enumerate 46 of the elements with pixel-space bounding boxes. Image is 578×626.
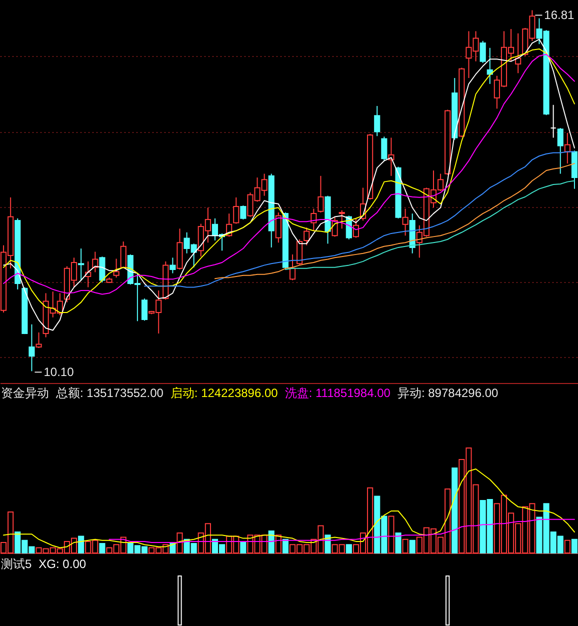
- bar: [402, 538, 408, 554]
- bar: [409, 540, 416, 554]
- candlestick: [92, 251, 98, 273]
- bar: [571, 538, 578, 554]
- candlestick: [402, 208, 408, 236]
- bar: [240, 540, 246, 554]
- text: 异动: 89784296.00: [397, 386, 499, 400]
- candlestick: [78, 248, 84, 281]
- bar: [99, 543, 106, 554]
- bar: [282, 538, 289, 554]
- candlestick: [381, 136, 388, 162]
- text: 洗盘: 111851984.00: [284, 386, 391, 400]
- candlestick: [564, 132, 570, 164]
- bar: [268, 530, 274, 554]
- candlestick: [36, 332, 42, 349]
- text: 总额: 135173552.00: [55, 386, 164, 400]
- candlestick: [275, 212, 282, 244]
- candlestick: [338, 210, 345, 230]
- bar: [452, 467, 458, 554]
- candlestick: [304, 227, 310, 246]
- candlestick: [557, 128, 564, 174]
- candlestick: [113, 258, 120, 278]
- bar: [78, 536, 84, 554]
- candlestick: [374, 105, 380, 137]
- bar: [388, 516, 394, 554]
- annotation: 16.81: [544, 8, 575, 22]
- text: XG: 0.00: [38, 557, 86, 571]
- candlestick: [550, 104, 556, 138]
- candlestick: [99, 256, 106, 283]
- text: 启动: 124223896.00: [170, 386, 278, 400]
- candlestick: [233, 196, 240, 224]
- candlestick: [318, 175, 324, 213]
- chart-title: 资金异动: [1, 386, 49, 400]
- candlestick: [515, 32, 522, 74]
- candlestick: [28, 324, 35, 372]
- bar: [564, 540, 570, 554]
- candlestick: [480, 40, 486, 64]
- candlestick: [240, 204, 246, 220]
- candlestick: [170, 257, 176, 274]
- chart-title: 测试5: [1, 557, 32, 571]
- bar: [176, 532, 183, 554]
- bar: [346, 544, 352, 554]
- candlestick: [120, 241, 126, 269]
- bar: [395, 532, 402, 554]
- candlestick: [141, 298, 148, 322]
- annotation: 10.10: [44, 365, 74, 380]
